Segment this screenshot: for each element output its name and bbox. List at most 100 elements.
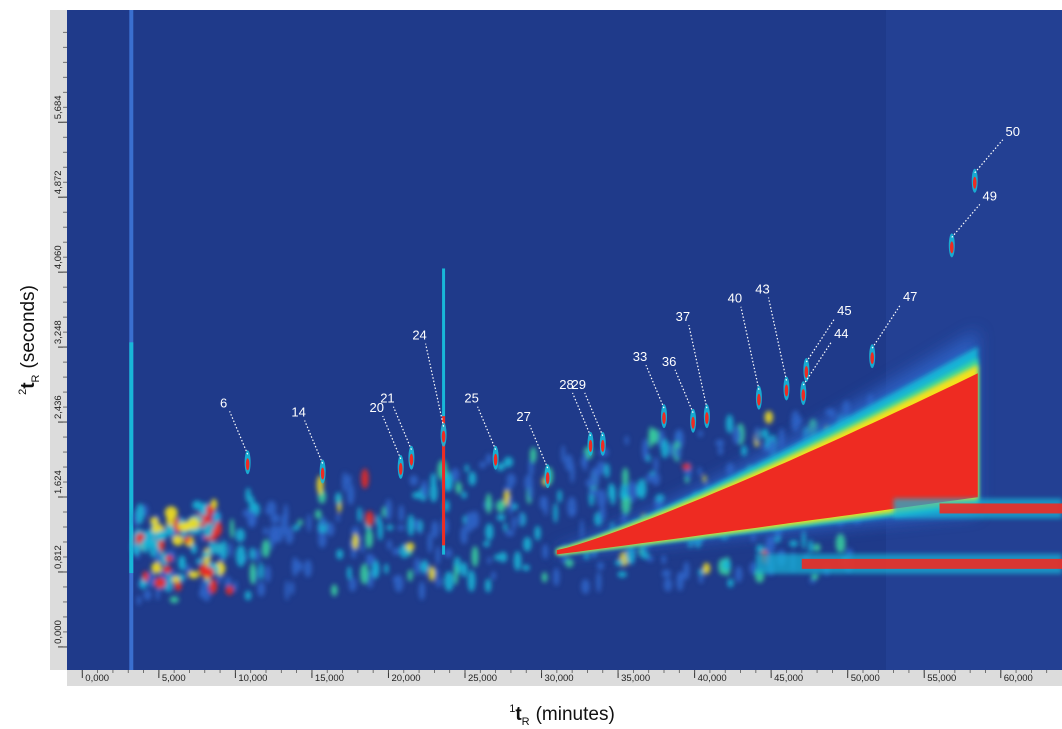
peak-label: 36 xyxy=(662,354,676,369)
speckle xyxy=(398,504,405,523)
speckle xyxy=(418,581,426,601)
speckle xyxy=(464,464,470,473)
speckle xyxy=(725,414,734,434)
peak-mark xyxy=(705,412,709,425)
speckle xyxy=(409,475,419,486)
speckle xyxy=(361,468,369,489)
speckle xyxy=(242,509,252,518)
speckle xyxy=(698,573,704,584)
speckle xyxy=(721,559,731,571)
speckle xyxy=(764,410,774,424)
speckle xyxy=(619,492,629,500)
peak-mark xyxy=(493,453,498,466)
x-tick-label: 15,000 xyxy=(315,673,344,684)
speckle xyxy=(604,463,610,479)
speckle xyxy=(527,483,534,501)
speckle xyxy=(485,493,492,514)
y-tick-label: 0,000 xyxy=(53,620,64,644)
speckle xyxy=(261,539,270,558)
speckle xyxy=(199,508,208,515)
speckle xyxy=(471,545,479,568)
peak-mark xyxy=(972,176,977,189)
speckle xyxy=(661,554,667,565)
peak-label: 50 xyxy=(1006,124,1020,139)
peak-leader-line xyxy=(304,420,324,464)
speckle xyxy=(444,571,454,592)
peak-label: 28 xyxy=(559,377,573,392)
speckle xyxy=(503,522,508,532)
speckle xyxy=(198,563,209,577)
peak-label: 43 xyxy=(755,281,769,296)
speckle xyxy=(428,566,436,582)
speckle xyxy=(162,565,172,574)
speckle xyxy=(702,475,707,484)
speckle xyxy=(249,547,256,561)
speckle xyxy=(637,478,647,500)
speckle xyxy=(303,559,312,578)
peak-mark xyxy=(320,467,325,480)
speckle xyxy=(754,426,761,444)
peak-leader-line xyxy=(871,304,901,349)
speckle xyxy=(269,531,275,550)
speckle xyxy=(350,550,357,559)
peak-leader-line xyxy=(571,392,592,437)
speckle xyxy=(496,499,506,513)
x-tick-label: 50,000 xyxy=(851,673,880,684)
speckle xyxy=(624,435,629,446)
x-tick-label: 0,000 xyxy=(85,673,109,684)
speckle xyxy=(565,558,574,568)
peak-leader-line xyxy=(229,411,249,455)
speckle xyxy=(455,481,462,494)
speckle xyxy=(178,555,186,571)
speckle xyxy=(157,530,167,539)
speckle xyxy=(183,536,192,544)
speckle xyxy=(553,502,558,524)
speckle xyxy=(496,513,506,521)
speckle xyxy=(508,495,514,515)
peak-mark xyxy=(441,430,446,443)
x-axis-strip xyxy=(67,670,1062,686)
x-tick-label: 55,000 xyxy=(927,673,956,684)
peak-label: 40 xyxy=(728,291,742,306)
speckle xyxy=(165,555,173,563)
speckle xyxy=(583,451,588,472)
speckle xyxy=(203,522,213,538)
speckle xyxy=(640,550,650,559)
speckle xyxy=(621,512,628,525)
x-tick-label: 5,000 xyxy=(162,673,186,684)
peak-mark xyxy=(691,416,695,429)
speckle xyxy=(257,581,266,597)
speckle xyxy=(136,595,142,606)
speckle xyxy=(348,577,357,592)
speckle xyxy=(435,545,441,565)
speckle xyxy=(297,519,303,526)
speckle xyxy=(522,564,530,571)
peak-leader-line xyxy=(674,369,694,414)
speckle xyxy=(285,526,294,544)
peak-leader-line xyxy=(529,424,549,469)
y-tick-label: 1,624 xyxy=(53,470,64,494)
peak-label: 20 xyxy=(369,400,383,415)
speckle xyxy=(233,580,238,592)
peak-label: 45 xyxy=(837,303,851,318)
speckle xyxy=(451,467,460,482)
x-tick-label: 40,000 xyxy=(698,673,727,684)
x-tick-label: 25,000 xyxy=(468,673,497,684)
speckle xyxy=(479,461,486,469)
hump-core xyxy=(556,373,978,555)
speckle xyxy=(727,578,734,588)
speckle xyxy=(365,528,373,549)
speckle xyxy=(541,572,548,583)
speckle xyxy=(283,503,289,525)
peak-label: 33 xyxy=(633,349,647,364)
speckle xyxy=(135,503,145,525)
speckle xyxy=(599,505,606,522)
speckle xyxy=(702,562,711,575)
speckle xyxy=(655,494,665,503)
speckle xyxy=(442,476,453,492)
speckle xyxy=(467,569,476,592)
peak-mark xyxy=(398,462,403,475)
speckle xyxy=(431,520,439,539)
speckle xyxy=(407,569,413,582)
peak-mark xyxy=(588,439,593,452)
